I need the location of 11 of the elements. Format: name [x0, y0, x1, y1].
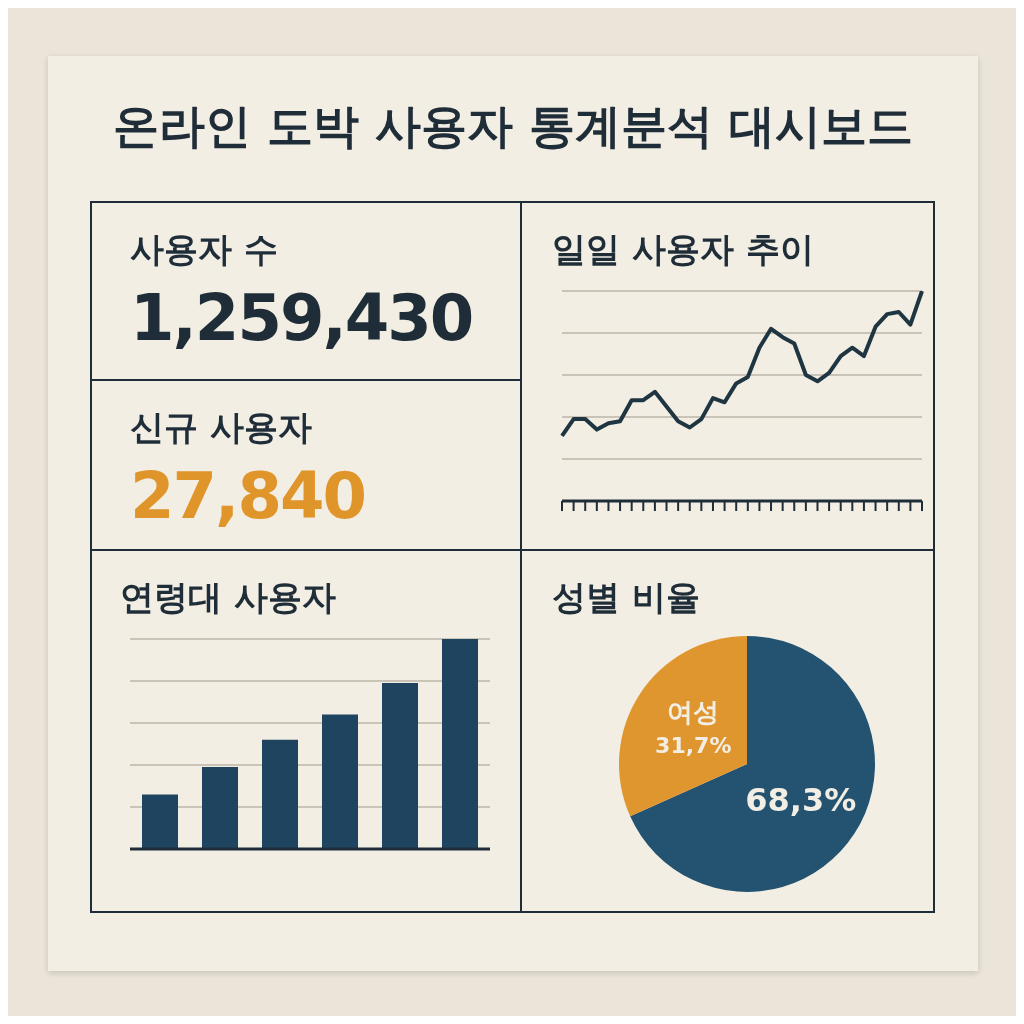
text: 1,259,430 [130, 281, 474, 355]
chart-title: 연령대 사용자 [120, 576, 337, 619]
chart-title: 성별 비율 [552, 576, 701, 619]
text: 27,840 [130, 459, 366, 533]
text: 온라인 도박 사용자 통계분석 대시보드 [111, 98, 915, 155]
chart-title: 일일 사용자 추이 [552, 228, 815, 271]
text: 사용자 수 [130, 228, 279, 271]
data-label: 31,7% [655, 733, 732, 759]
slice-label: 여성 [667, 697, 720, 728]
text: 신규 사용자 [130, 406, 313, 449]
data-label: 68,3% [745, 780, 857, 819]
